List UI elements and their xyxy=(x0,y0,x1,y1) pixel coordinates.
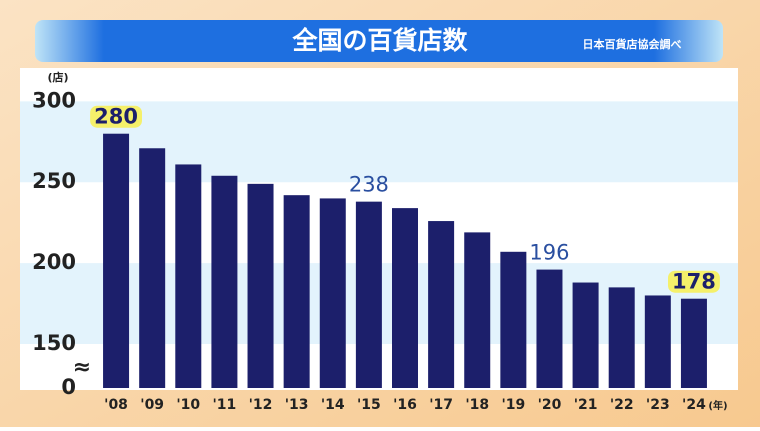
x-tick-label: '20 xyxy=(538,397,562,413)
bar xyxy=(211,175,238,388)
y-tick-label: 0 xyxy=(61,375,76,399)
x-tick-label: '12 xyxy=(249,397,273,413)
value-label-highlight xyxy=(90,105,142,128)
value-label: 178 xyxy=(672,270,716,294)
title-banner xyxy=(35,20,723,62)
y-tick-label: 300 xyxy=(32,88,76,112)
bar xyxy=(139,148,166,388)
y-tick-label: 200 xyxy=(32,250,76,274)
bar xyxy=(319,198,346,388)
value-label: 238 xyxy=(349,173,389,197)
bar xyxy=(500,251,527,388)
bar xyxy=(103,133,130,388)
value-label-highlight xyxy=(668,270,720,293)
x-tick-label: '11 xyxy=(213,397,237,413)
bar xyxy=(680,298,707,388)
value-label: 280 xyxy=(94,105,138,129)
x-tick-label: '09 xyxy=(140,397,164,413)
x-tick-label: '22 xyxy=(610,397,634,413)
bar xyxy=(175,164,202,388)
bar xyxy=(392,208,418,388)
x-tick-label: '21 xyxy=(574,397,598,413)
x-tick-label: '17 xyxy=(429,397,453,413)
y-tick-label: 250 xyxy=(32,169,76,193)
x-unit: (年) xyxy=(708,399,727,412)
x-tick-label: '08 xyxy=(104,397,128,413)
x-tick-label: '18 xyxy=(465,397,489,413)
y-tick-label: 150 xyxy=(32,331,76,355)
y-unit: (店) xyxy=(47,70,68,84)
bar xyxy=(283,195,310,388)
source: 日本百貨店協会調べ xyxy=(583,37,682,51)
x-tick-label: '10 xyxy=(176,397,200,413)
x-tick-label: '16 xyxy=(393,397,417,413)
x-tick-label: '15 xyxy=(357,397,381,413)
bar xyxy=(536,269,563,388)
x-tick-label: '14 xyxy=(321,397,345,413)
bar xyxy=(428,221,455,388)
chart-title: 全国の百貨店数 xyxy=(291,26,468,55)
bar xyxy=(464,232,491,388)
axis-break: ≈ xyxy=(73,355,91,380)
bar xyxy=(355,201,382,388)
value-label: 196 xyxy=(529,241,569,265)
x-tick-label: '23 xyxy=(646,397,670,413)
bar xyxy=(608,287,635,388)
x-tick-label: '24 xyxy=(682,397,706,413)
x-tick-label: '13 xyxy=(285,397,309,413)
x-tick-label: '19 xyxy=(501,397,525,413)
bar xyxy=(247,183,274,388)
bar xyxy=(644,295,671,388)
bar xyxy=(572,282,599,388)
